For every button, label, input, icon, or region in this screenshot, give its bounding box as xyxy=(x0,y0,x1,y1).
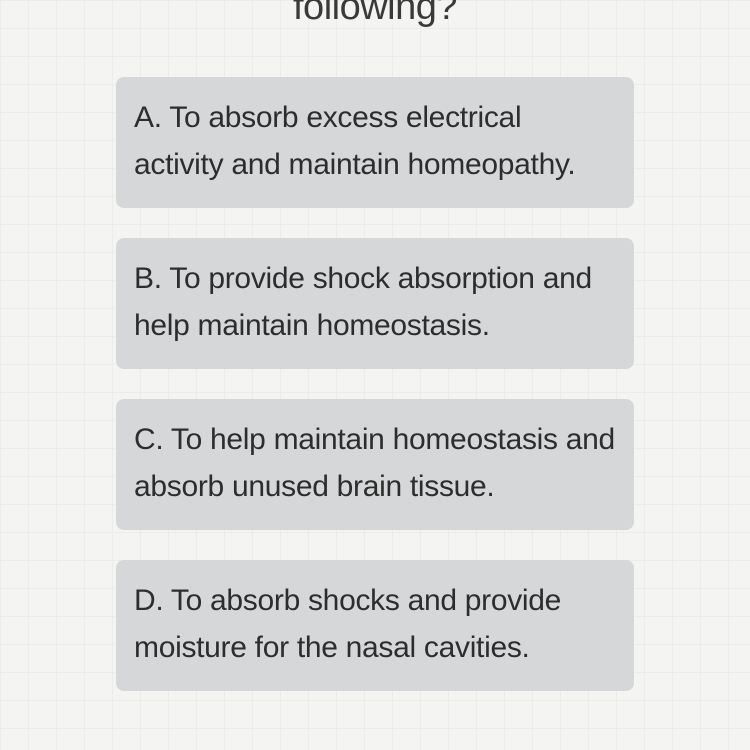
option-a[interactable]: A. To absorb excess electrical activity … xyxy=(116,77,634,208)
option-text: To provide shock absorption and help mai… xyxy=(134,262,592,342)
question-title: following? xyxy=(0,0,750,29)
option-letter: D. xyxy=(134,584,163,617)
option-letter: C. xyxy=(134,423,163,456)
option-b[interactable]: B. To provide shock absorption and help … xyxy=(116,238,634,369)
quiz-screen: following? A. To absorb excess electrica… xyxy=(0,0,750,736)
option-c[interactable]: C. To help maintain homeostasis and abso… xyxy=(116,399,634,530)
options-list: A. To absorb excess electrical activity … xyxy=(116,77,634,691)
option-letter: B. xyxy=(134,262,162,295)
option-text: To absorb excess electrical activity and… xyxy=(134,101,575,181)
option-text: To help maintain homeostasis and absorb … xyxy=(134,423,615,503)
option-text: To absorb shocks and provide moisture fo… xyxy=(134,584,561,664)
option-d[interactable]: D. To absorb shocks and provide moisture… xyxy=(116,560,634,691)
option-letter: A. xyxy=(134,101,162,134)
